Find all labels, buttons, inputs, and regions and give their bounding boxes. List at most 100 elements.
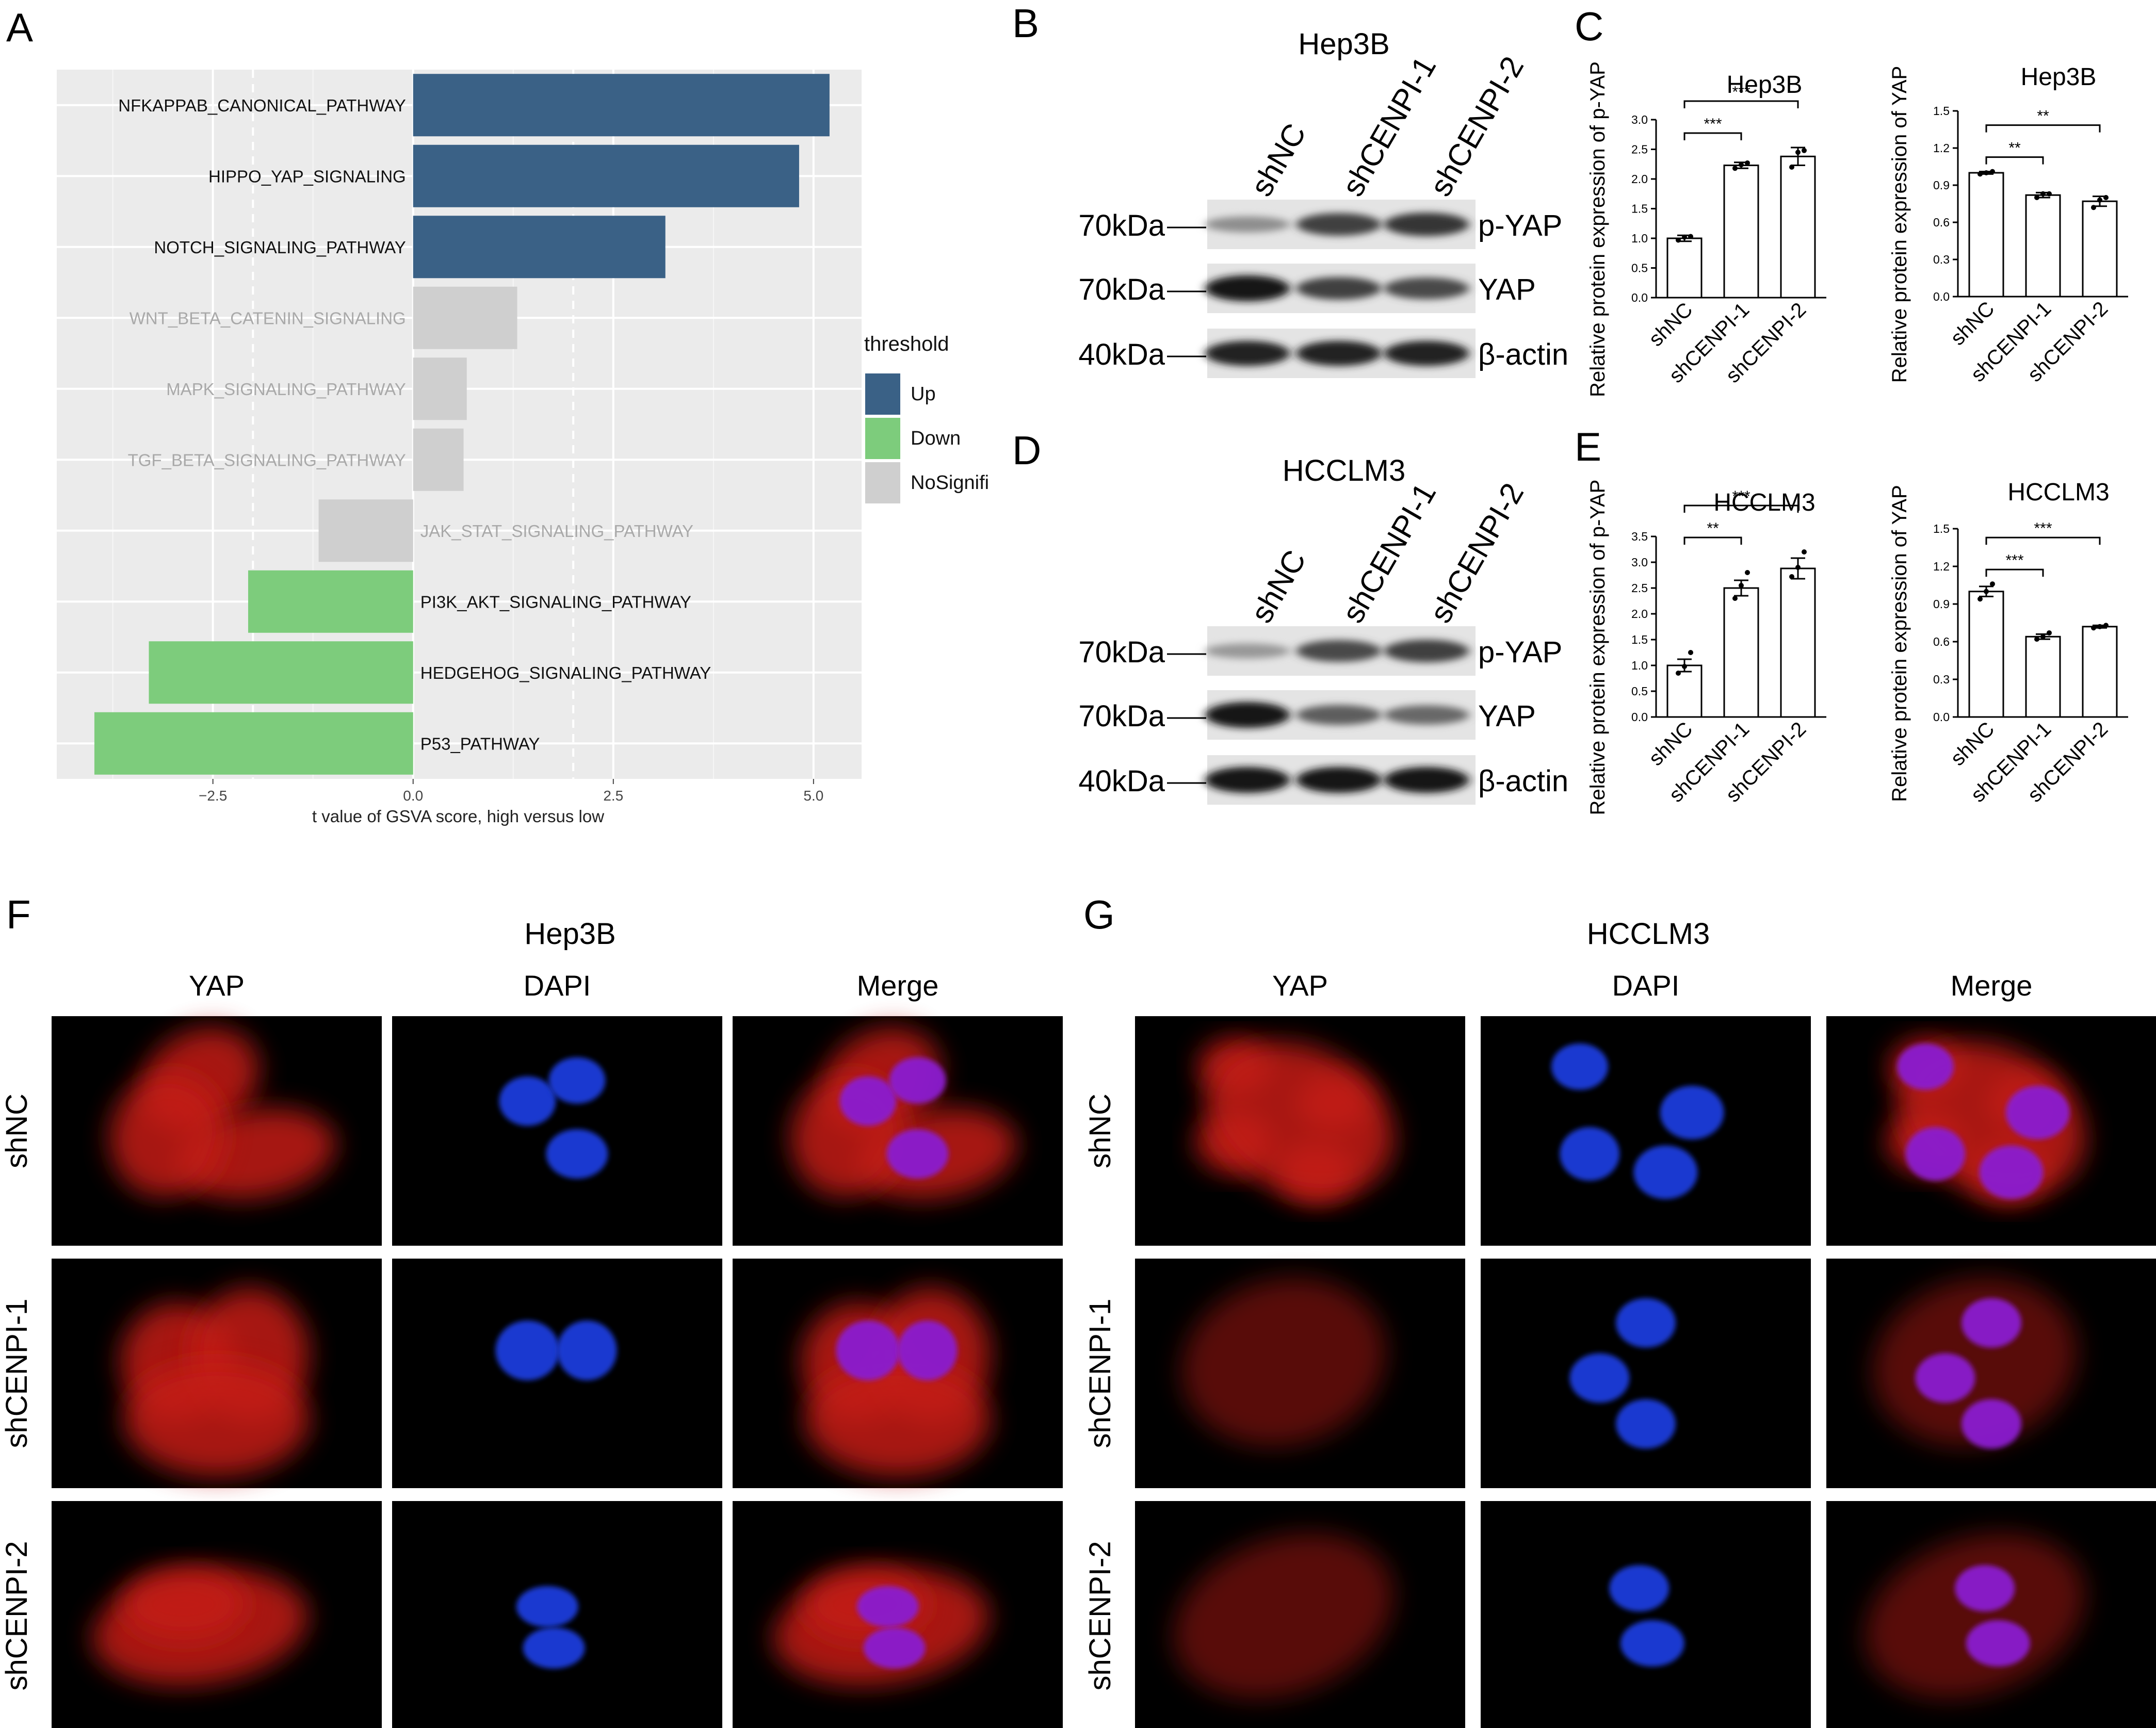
- bar-chart-title: Hep3B: [2021, 63, 2097, 91]
- gsva-bar: [413, 216, 666, 279]
- bar-chart-hep3b-p-yap: Hep3B Relative protein expression of p-YA…: [1586, 61, 1826, 397]
- nucleus: [1620, 1620, 1684, 1667]
- gsva-x-axis: −2.5 0.0 2.5 5.0: [199, 779, 823, 804]
- gsva-category-label: MAPK_SIGNALING_PATHWAY: [166, 380, 406, 399]
- gsva-bar: [248, 570, 413, 633]
- bar-chart-y-tick-label: 0.9: [1933, 178, 1950, 192]
- bar-chart-y-tick-label: 2.5: [1631, 581, 1648, 595]
- if-micrograph-yap: [1135, 1016, 1465, 1246]
- bar-chart-data-point: [1984, 170, 1989, 175]
- gsva-bar: [413, 286, 517, 349]
- panel-letters: A B C D E F G: [6, 1, 1603, 937]
- blot-strip: [1205, 626, 1476, 676]
- bar-chart-data-point: [1688, 650, 1693, 655]
- bar-chart-bar: [1968, 591, 2004, 718]
- bar-chart-bar: [1666, 237, 1703, 299]
- if-micrograph-dapi: [1481, 1501, 1811, 1728]
- if-micrograph-background: [392, 1016, 722, 1246]
- blot-marker-label: 40kDa: [1078, 338, 1165, 371]
- bar-chart-y-tick-label: 3.0: [1631, 113, 1648, 126]
- nucleus: [1616, 1399, 1676, 1449]
- bar-chart-data-point: [1789, 574, 1794, 579]
- bar-chart-y-tick-label: 1.0: [1631, 232, 1648, 245]
- bar-chart-data-point: [2034, 637, 2039, 642]
- panel-label-f: F: [6, 892, 31, 937]
- legend-label: Up: [911, 383, 936, 405]
- bar-chart-title: HCCLM3: [2007, 479, 2109, 506]
- gsva-x-axis-title: t value of GSVA score, high versus low: [312, 807, 604, 826]
- bar-chart-y-axis-title: Relative protein expression of p-YAP: [1586, 61, 1609, 397]
- immunofluorescence-hcclm3: HCCLM3 YAP DAPI Merge shNC shCENPI-1 shCENPI-2: [1083, 917, 2156, 1728]
- if-title: HCCLM3: [1587, 917, 1710, 951]
- nucleus: [856, 1586, 919, 1627]
- bar-chart-hep3b-yap: Hep3B Relative protein expression of YAP 0…: [1888, 63, 2128, 386]
- blot-protein-label: p-YAP: [1478, 635, 1562, 669]
- bar-chart-y-axis-title: Relative protein expression of YAP: [1888, 66, 1911, 383]
- bar-chart-significance-label: **: [1707, 520, 1719, 537]
- if-micrograph-merge: [733, 1016, 1063, 1246]
- bar-chart-data-point: [1682, 664, 1687, 669]
- bar-chart-data-point: [1977, 596, 1983, 602]
- bar-chart-significance-bracket: [1985, 124, 2101, 133]
- blot-marker-label: 70kDa: [1078, 699, 1165, 733]
- panel-label-b: B: [1012, 1, 1039, 46]
- blot-lane-label: shNC: [1244, 118, 1312, 202]
- blot-band: [1384, 213, 1469, 236]
- panel-label-d: D: [1012, 428, 1041, 473]
- bar-chart-data-point: [2097, 624, 2102, 629]
- gsva-bars: [94, 74, 830, 775]
- blot-band: [1205, 702, 1290, 728]
- bar-chart-significance-label: **: [2037, 108, 2049, 125]
- blot-band: [1384, 640, 1469, 662]
- gsva-bar: [413, 357, 467, 420]
- bar-chart-hcclm3-p-yap: HCCLM3 Relative protein expression of p-Y…: [1586, 480, 1826, 815]
- bar-chart-data-point: [2091, 625, 2096, 631]
- nucleus: [897, 1321, 958, 1380]
- bar-chart-data-point: [1802, 148, 1807, 153]
- nucleus: [1962, 1399, 2021, 1449]
- bar-chart-data-point: [1739, 162, 1744, 168]
- panel-label-a: A: [6, 5, 33, 50]
- nucleus: [1955, 1565, 2015, 1612]
- blot-marker-label: 70kDa: [1078, 635, 1165, 669]
- gsva-category-label: PI3K_AKT_SIGNALING_PATHWAY: [420, 592, 691, 611]
- gsva-bar: [149, 641, 413, 704]
- blot-band: [1384, 705, 1469, 725]
- blot-marker-label: 70kDa: [1078, 273, 1165, 306]
- bar-chart-bar: [2025, 194, 2061, 298]
- bar-chart-data-point: [2047, 630, 2052, 635]
- bar-chart-bar: [2025, 635, 2061, 718]
- bar-chart-data-point: [1732, 596, 1738, 601]
- bar-chart-data-point: [1688, 234, 1693, 239]
- if-micrograph-merge: [733, 1501, 1063, 1728]
- bar-chart-y-tick-label: 3.5: [1631, 530, 1648, 543]
- if-micrograph-background: [1481, 1501, 1811, 1728]
- blot-protein-label: YAP: [1478, 699, 1536, 733]
- gsva-bar: [413, 74, 830, 137]
- yap-signal: [109, 1074, 225, 1197]
- nucleus: [548, 1057, 606, 1104]
- nucleus: [499, 1076, 556, 1126]
- gsva-category-labels: NFKAPPAB_CANONICAL_PATHWAY HIPPO_YAP_SIGN…: [118, 96, 711, 754]
- bar-chart-data-point: [1802, 549, 1807, 555]
- gsva-category-label: HIPPO_YAP_SIGNALING: [208, 167, 406, 186]
- gsva-x-tick-label: 5.0: [803, 788, 823, 804]
- nucleus: [1660, 1085, 1724, 1139]
- bar-chart-significance-label: ***: [2005, 552, 2023, 569]
- yap-signal: [1873, 1278, 2077, 1446]
- bar-chart-title: HCCLM3: [1713, 489, 1815, 516]
- nucleus: [557, 1321, 617, 1380]
- if-micrograph-yap: [52, 1016, 382, 1246]
- if-row-label: shCENPI-2: [1083, 1541, 1117, 1690]
- if-row-label: shNC: [1083, 1094, 1117, 1168]
- bar-chart-y-tick-label: 1.5: [1631, 633, 1648, 646]
- nucleus: [889, 1057, 946, 1104]
- blot-marker-label: 40kDa: [1078, 764, 1165, 798]
- yap-signal: [122, 1568, 246, 1641]
- legend-swatch: [865, 373, 900, 415]
- if-row-label: shNC: [0, 1094, 34, 1168]
- nucleus: [495, 1321, 560, 1380]
- bar-chart-y-tick-label: 0.6: [1933, 635, 1950, 648]
